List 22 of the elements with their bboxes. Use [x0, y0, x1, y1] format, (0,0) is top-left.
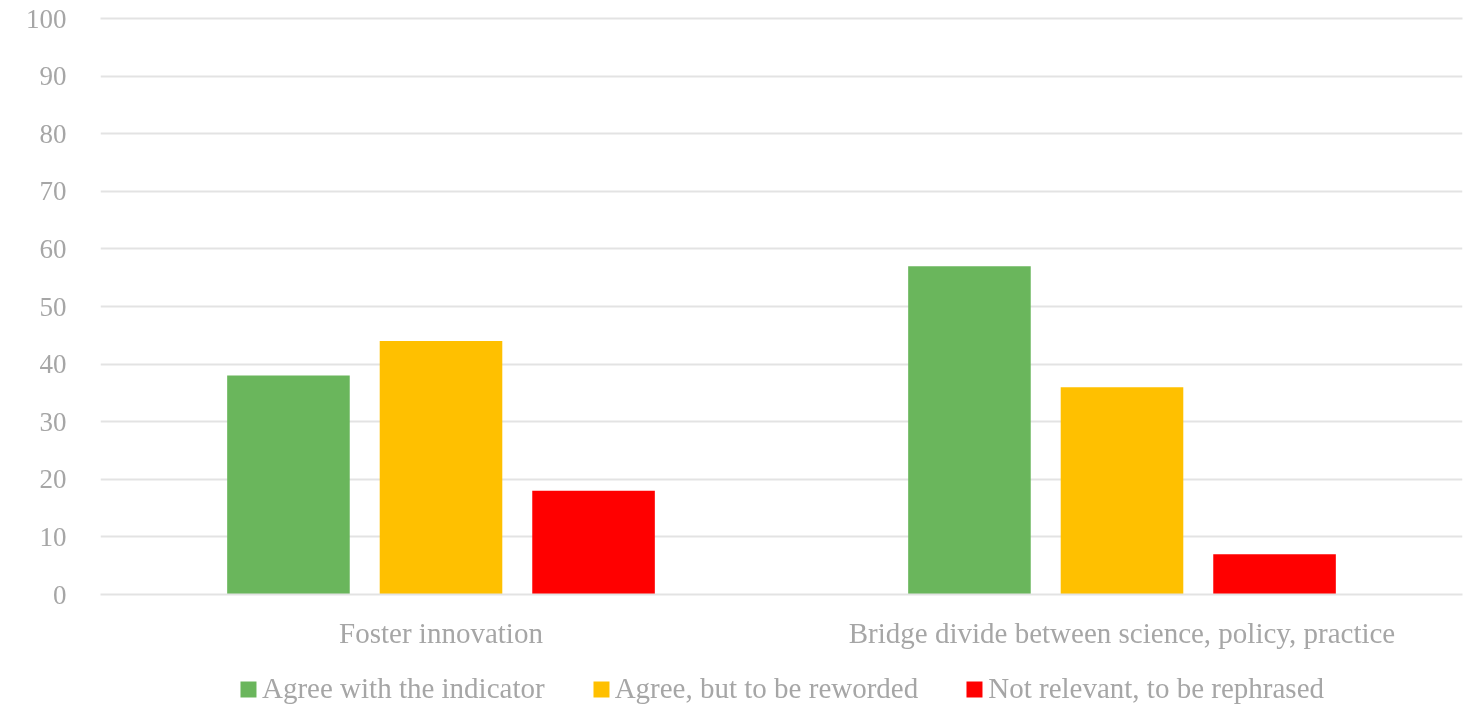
x-tick-label: Bridge divide between science, policy, practice	[848, 616, 1396, 649]
y-tick-label: 50	[39, 291, 67, 322]
legend-label: Not relevant, to be rephrased	[988, 672, 1325, 705]
legend-label: Agree, but to be reworded	[614, 672, 919, 705]
bar	[227, 375, 350, 595]
legend-label: Agree with the indicator	[261, 672, 545, 705]
bar	[908, 266, 1031, 595]
y-tick-label: 40	[39, 349, 67, 380]
y-tick-label: 90	[39, 61, 67, 92]
y-tick-label: 20	[39, 464, 67, 495]
y-tick-label: 10	[39, 521, 67, 552]
y-tick-label: 80	[39, 118, 67, 149]
bar	[1213, 554, 1336, 595]
bar	[1060, 387, 1184, 595]
bar	[532, 490, 655, 595]
y-tick-label: 100	[26, 3, 67, 34]
bar	[379, 341, 503, 595]
x-tick-label: Foster innovation	[339, 616, 544, 649]
y-tick-label: 70	[39, 176, 67, 207]
y-tick-label: 60	[39, 233, 67, 264]
y-tick-label: 0	[53, 579, 67, 610]
y-tick-label: 30	[39, 406, 67, 437]
